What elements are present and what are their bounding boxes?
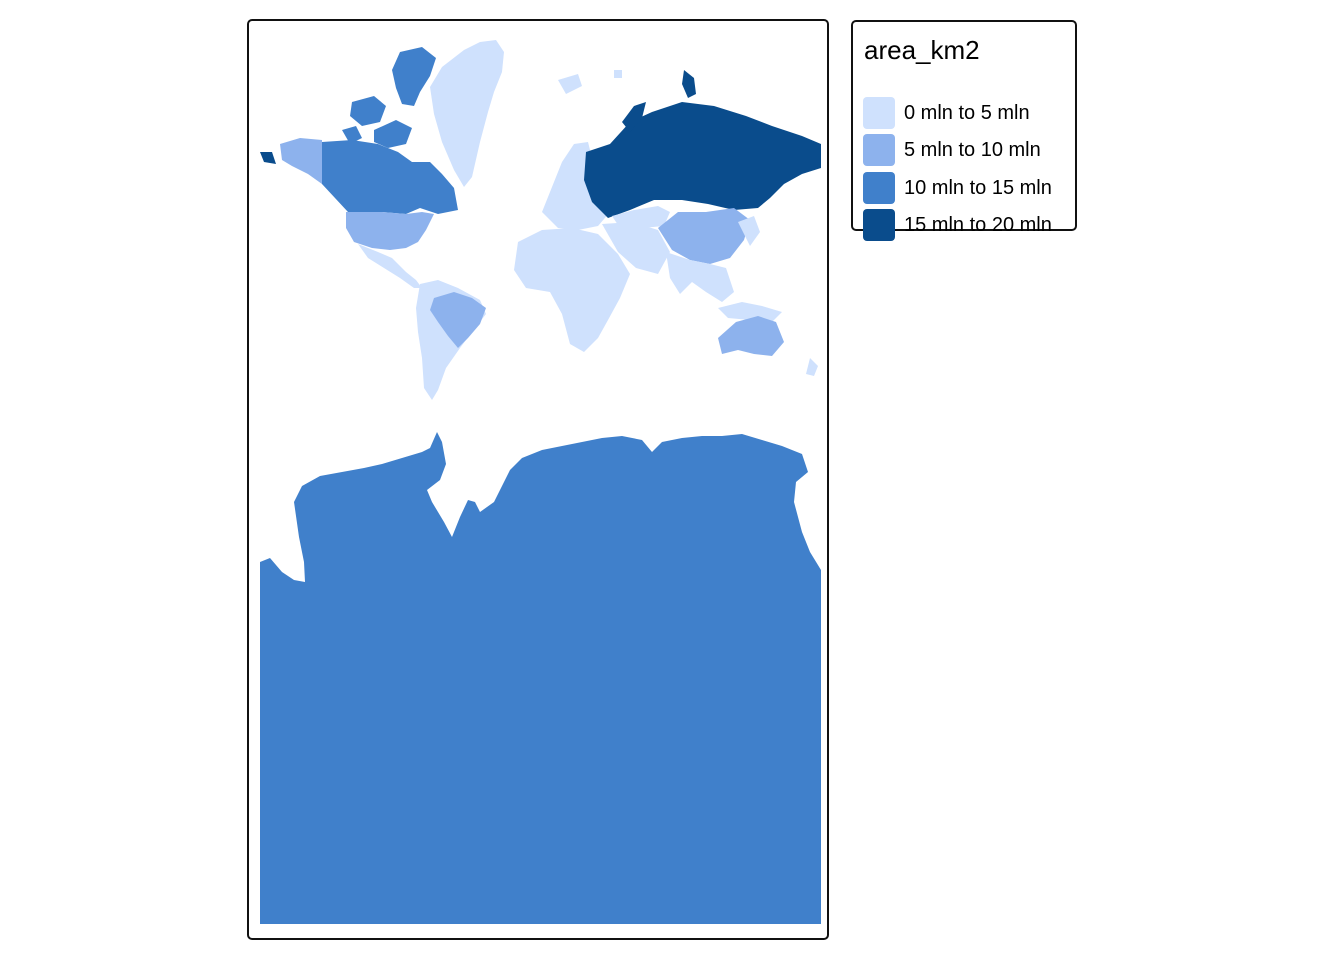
legend-label: 0 mln to 5 mln (904, 102, 1030, 124)
region-brazil (430, 292, 486, 348)
region-central-asia (612, 206, 670, 228)
region-africa (514, 228, 630, 352)
legend-swatch (863, 172, 895, 204)
region-china (658, 208, 750, 264)
world-map (260, 40, 821, 924)
map-legend: area_km2 0 mln to 5 mln 5 mln to 10 mln … (851, 20, 1077, 241)
legend-item: 5 mln to 10 mln (863, 134, 1073, 166)
region-usa (346, 212, 434, 250)
legend-item: 10 mln to 15 mln (863, 172, 1073, 204)
legend-item: 0 mln to 5 mln (863, 97, 1073, 129)
legend-title: area_km2 (864, 35, 980, 65)
map-frame (247, 19, 829, 940)
region-europe (542, 142, 610, 230)
region-greenland (430, 40, 504, 187)
legend-swatch (863, 97, 895, 129)
legend-label: 15 mln to 20 mln (904, 214, 1052, 236)
region-australia (718, 316, 784, 356)
legend-item: 15 mln to 20 mln (863, 209, 1073, 241)
region-canada (322, 140, 458, 214)
region-south-asia (666, 216, 782, 322)
region-middle-east (602, 222, 670, 274)
region-russia (584, 102, 821, 218)
region-alaska (280, 138, 322, 184)
legend-swatch (863, 134, 895, 166)
region-central-america (358, 244, 422, 288)
legend-label: 5 mln to 10 mln (904, 139, 1041, 161)
region-canada-islands (342, 47, 436, 148)
legend-label: 10 mln to 15 mln (904, 177, 1052, 199)
legend-swatch (863, 209, 895, 241)
region-antarctica (260, 432, 821, 924)
